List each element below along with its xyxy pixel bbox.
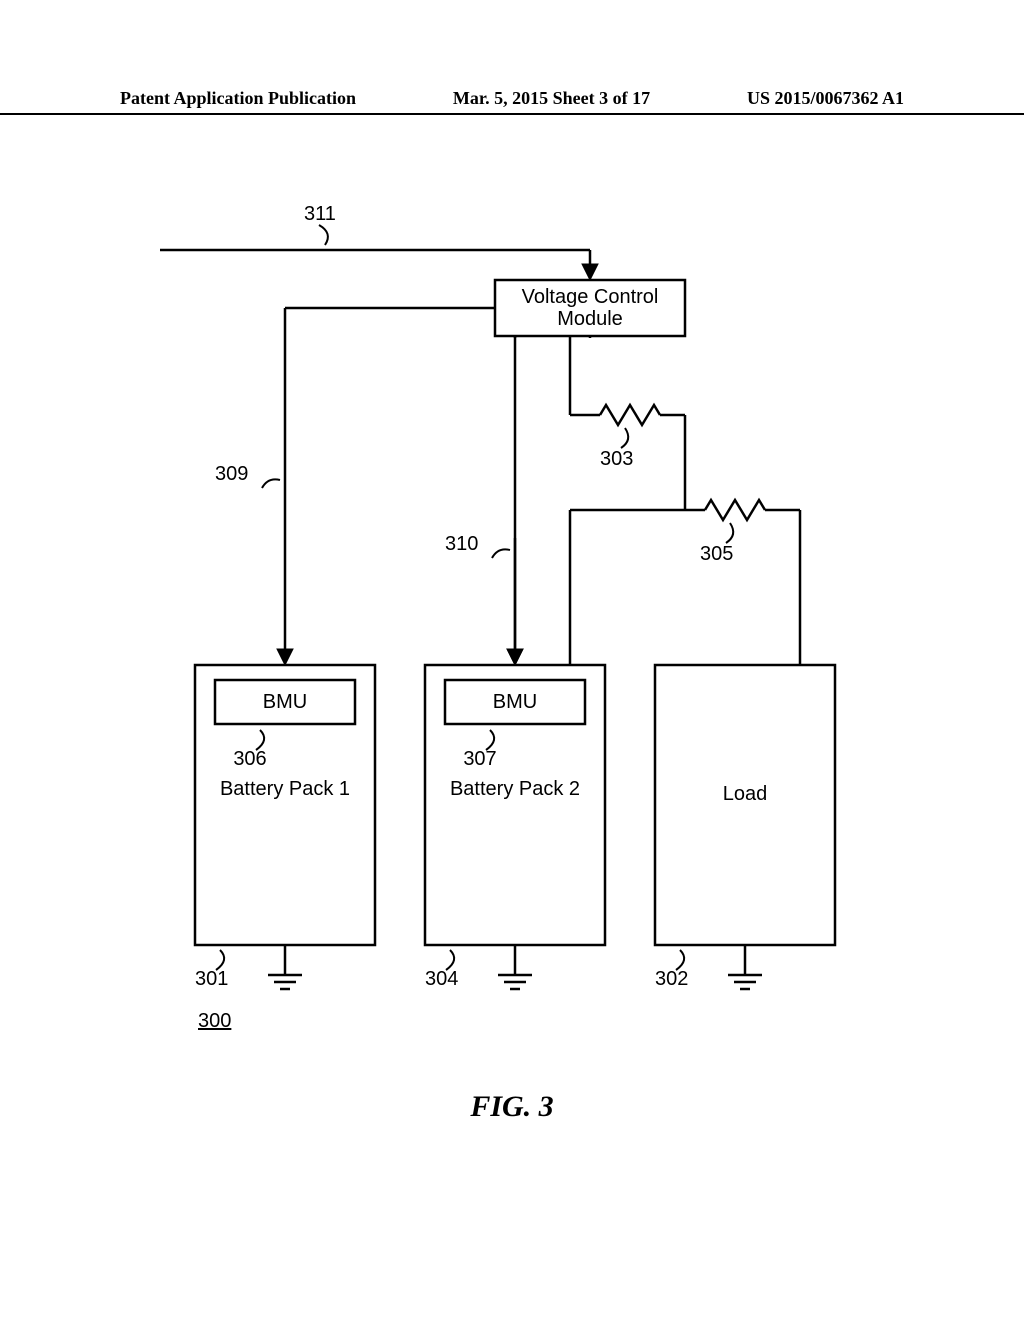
circuit-diagram: 311 Voltage Control Module 308 309 310 — [100, 180, 900, 1080]
pack2-label: Battery Pack 2 — [450, 778, 580, 800]
ref-302: 302 — [655, 968, 688, 990]
header-row: Patent Application Publication Mar. 5, 2… — [0, 88, 1024, 109]
ref-301: 301 — [195, 968, 228, 990]
ref-311: 311 — [304, 203, 336, 225]
vcm-label2: Module — [557, 308, 623, 330]
ref-306: 306 — [233, 748, 266, 770]
header-right: US 2015/0067362 A1 — [747, 88, 904, 109]
ref-305: 305 — [700, 543, 733, 565]
bmu-1-label: BMU — [263, 691, 307, 713]
page: Patent Application Publication Mar. 5, 2… — [0, 0, 1024, 1320]
bmu-2-label: BMU — [493, 691, 537, 713]
figure-number: 300 — [198, 1010, 231, 1033]
figure-caption: FIG. 3 — [0, 1090, 1024, 1124]
page-header: Patent Application Publication Mar. 5, 2… — [0, 88, 1024, 115]
ref-304: 304 — [425, 968, 458, 990]
ref-310: 310 — [445, 533, 478, 555]
header-left: Patent Application Publication — [120, 88, 356, 109]
ref-303: 303 — [600, 448, 633, 470]
ref-309: 309 — [215, 463, 248, 485]
vcm-label1: Voltage Control — [522, 286, 659, 308]
pack1-label: Battery Pack 1 — [220, 778, 350, 800]
header-center: Mar. 5, 2015 Sheet 3 of 17 — [453, 88, 650, 109]
ref-307: 307 — [463, 748, 496, 770]
load-label: Load — [723, 783, 768, 805]
load-box — [655, 665, 835, 945]
